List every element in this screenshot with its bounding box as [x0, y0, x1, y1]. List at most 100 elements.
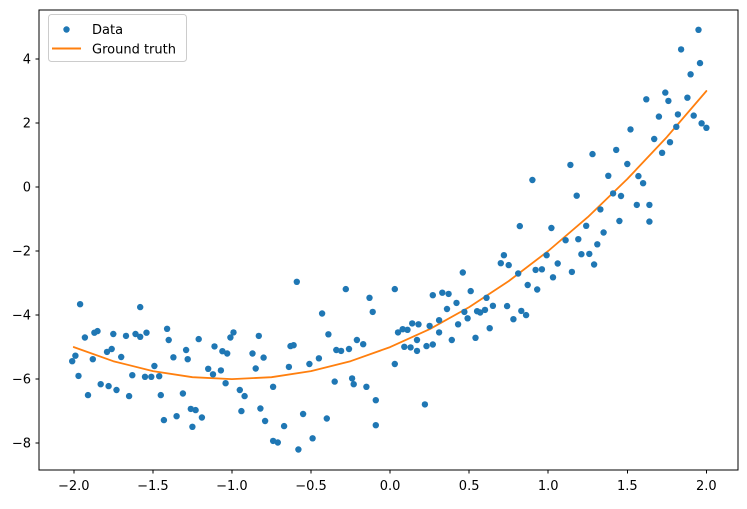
- data-point: [222, 380, 229, 387]
- data-point: [421, 401, 429, 408]
- data-point: [187, 405, 194, 413]
- data-point: [182, 346, 190, 354]
- data-point: [575, 236, 582, 243]
- data-point: [295, 446, 302, 453]
- data-point: [137, 333, 144, 340]
- data-point: [554, 260, 561, 267]
- data-point: [639, 180, 647, 187]
- y-tick-label: 2: [23, 116, 31, 131]
- data-point: [443, 305, 451, 313]
- data-point: [503, 302, 511, 310]
- data-point: [394, 329, 402, 336]
- data-point: [252, 365, 259, 372]
- data-point: [429, 292, 436, 299]
- data-point: [605, 172, 612, 179]
- data-point: [274, 439, 281, 446]
- data-point: [348, 375, 356, 382]
- data-point: [464, 315, 471, 322]
- y-tick-label: −8: [12, 437, 31, 452]
- data-point: [698, 120, 705, 127]
- data-point: [217, 367, 225, 374]
- data-point: [125, 392, 133, 400]
- data-point: [75, 372, 82, 380]
- data-point: [617, 192, 625, 200]
- data-point: [695, 26, 702, 33]
- data-point: [230, 329, 237, 336]
- data-point: [192, 406, 199, 414]
- data-point: [306, 360, 313, 368]
- y-tick-label: 4: [23, 52, 31, 67]
- x-tick-label: 0.0: [380, 479, 401, 494]
- data-point: [687, 71, 694, 78]
- data-point: [461, 308, 468, 316]
- legend: Data Ground truth: [48, 14, 187, 62]
- ground-truth-line: [72, 90, 708, 380]
- data-point: [261, 417, 269, 425]
- data-point: [353, 336, 361, 344]
- data-point: [567, 161, 574, 169]
- data-point: [76, 301, 84, 308]
- data-point: [548, 224, 555, 232]
- data-point: [337, 347, 345, 355]
- x-tick-label: −1.5: [137, 479, 169, 494]
- data-point: [597, 206, 604, 213]
- data-point: [643, 96, 650, 103]
- data-point: [677, 46, 685, 53]
- data-point: [399, 326, 406, 333]
- data-point: [497, 260, 504, 267]
- data-point: [415, 321, 422, 328]
- data-point: [372, 422, 379, 429]
- data-point: [646, 201, 653, 209]
- data-point: [363, 383, 370, 390]
- data-point: [635, 172, 642, 180]
- data-point: [156, 373, 163, 380]
- data-point: [69, 358, 76, 365]
- data-point: [543, 252, 550, 259]
- data-point: [409, 320, 416, 327]
- data-point: [467, 287, 474, 295]
- data-point: [141, 373, 149, 380]
- data-point: [179, 390, 187, 397]
- data-point: [515, 270, 522, 277]
- data-point: [257, 405, 264, 412]
- data-point: [435, 329, 443, 336]
- data-point: [157, 391, 164, 399]
- y-tick-label: −4: [12, 309, 31, 324]
- data-point: [586, 250, 593, 258]
- y-axis: −8 −6 −4 −2 0 2 4: [12, 52, 39, 452]
- data-point: [173, 413, 180, 420]
- x-tick-label: −1.0: [216, 479, 248, 494]
- data-point: [129, 372, 136, 379]
- data-point: [350, 381, 357, 388]
- data-point: [646, 218, 653, 225]
- data-point: [391, 285, 398, 293]
- data-point: [472, 334, 479, 341]
- legend-scatter-marker: [63, 26, 70, 33]
- data-point: [143, 329, 150, 336]
- x-tick-label: −2.0: [58, 479, 90, 494]
- data-point: [518, 307, 525, 315]
- legend-box: [48, 14, 187, 62]
- data-point: [594, 241, 601, 248]
- legend-label-ground-truth: Ground truth: [92, 43, 176, 58]
- data-point: [227, 334, 234, 341]
- data-point: [505, 261, 512, 269]
- data-point: [331, 378, 338, 385]
- data-point: [163, 325, 171, 332]
- data-point: [113, 386, 120, 394]
- data-point: [590, 261, 598, 268]
- data-point: [198, 414, 206, 421]
- data-point: [426, 322, 433, 330]
- data-point: [260, 354, 267, 361]
- data-point: [369, 308, 376, 316]
- data-point: [600, 229, 607, 236]
- data-point: [445, 290, 452, 298]
- data-point: [170, 354, 177, 361]
- data-point: [195, 335, 202, 343]
- data-point: [413, 336, 421, 344]
- x-tick-label: −0.5: [295, 479, 327, 494]
- data-point: [285, 363, 293, 371]
- data-point: [655, 113, 663, 120]
- data-point: [211, 343, 218, 350]
